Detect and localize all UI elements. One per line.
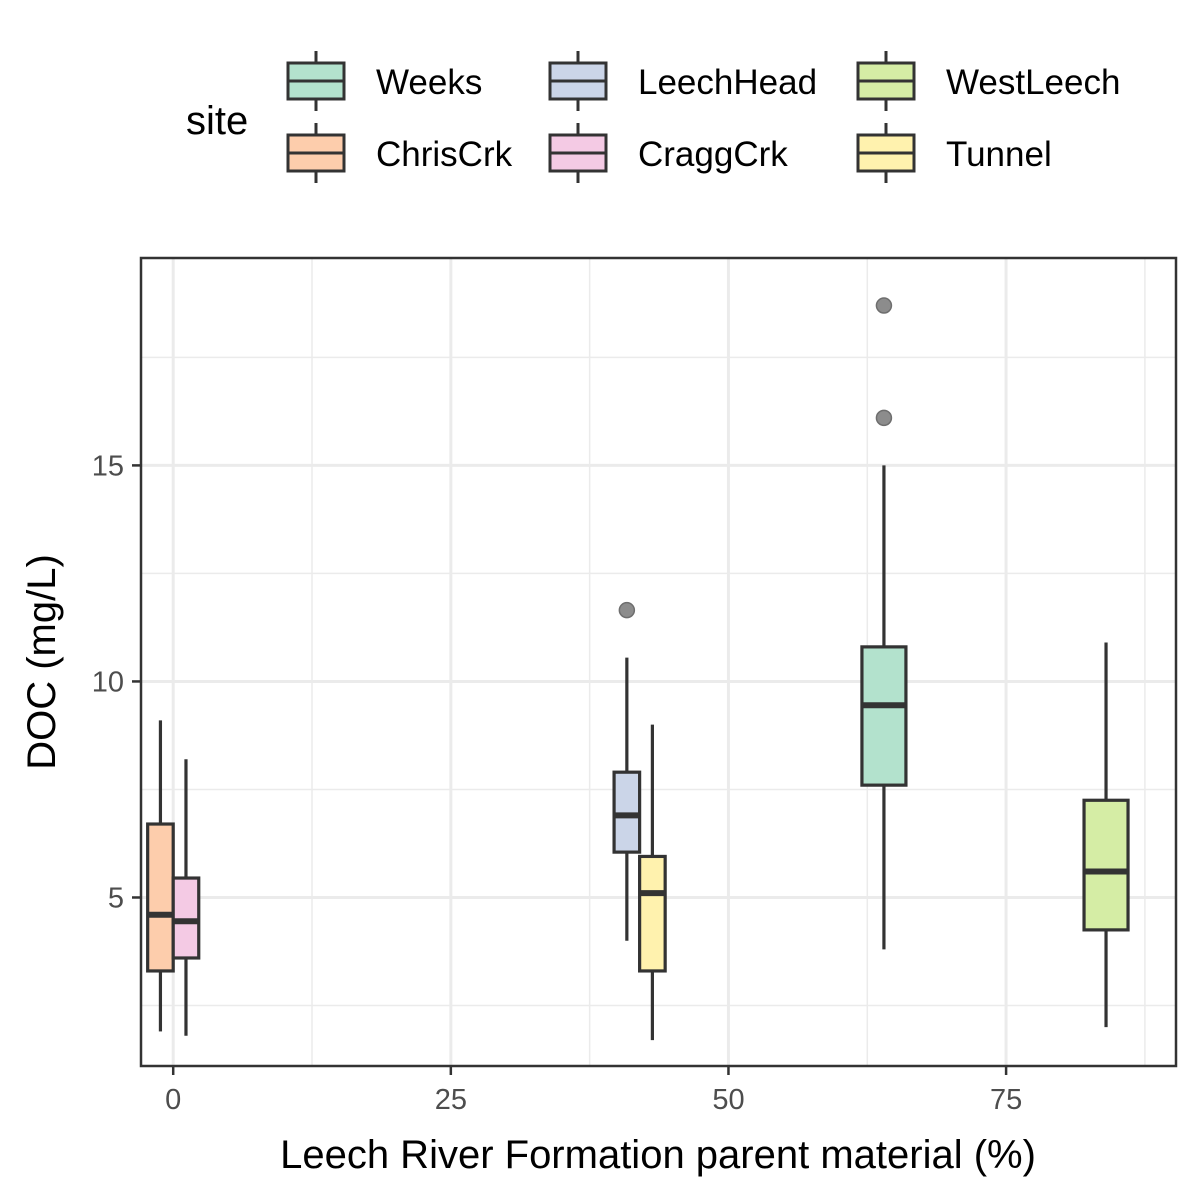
x-axis-title: Leech River Formation parent material (%…	[280, 1133, 1036, 1177]
outlier-point	[875, 297, 893, 314]
box-body	[638, 854, 667, 973]
legend-key-CraggCrk: CraggCrk	[548, 123, 788, 183]
y-axis-title: DOC (mg/L)	[20, 554, 64, 770]
box-WestLeech	[1082, 642, 1130, 1028]
legend-label: WestLeech	[946, 63, 1120, 102]
legend-key-WestLeech: WestLeech	[856, 51, 1120, 111]
y-tick-label: 10	[92, 666, 124, 698]
legend-label: Tunnel	[946, 135, 1052, 174]
outlier-point	[875, 409, 893, 427]
x-tick-label: 0	[165, 1084, 181, 1116]
plot-area: 5 10 15 0 25 50 75	[92, 256, 1178, 1116]
legend-label: ChrisCrk	[376, 135, 513, 174]
x-tick-label: 50	[712, 1084, 744, 1116]
outlier-point	[618, 601, 636, 619]
box-Weeks	[860, 297, 908, 950]
legend-label: LeechHead	[638, 63, 817, 102]
legend-title: site	[186, 99, 248, 143]
box-body	[1082, 798, 1130, 932]
legend-key-LeechHead: LeechHead	[548, 51, 817, 111]
legend-key-ChrisCrk: ChrisCrk	[286, 123, 513, 183]
legend-label: Weeks	[376, 63, 482, 102]
x-tick-label: 25	[435, 1084, 467, 1116]
box-body	[612, 770, 642, 854]
x-tick-label: 75	[990, 1084, 1022, 1116]
legend: site Weeks LeechHead WestLeech ChrisCrk Crag…	[186, 51, 1120, 183]
box-LeechHead	[612, 601, 642, 941]
box-body	[146, 822, 175, 973]
box-CraggCrk	[171, 759, 201, 1036]
panel-border	[139, 256, 1178, 1068]
legend-key-Tunnel: Tunnel	[856, 123, 1052, 183]
y-tick-label: 5	[108, 882, 124, 914]
legend-key-Weeks: Weeks	[286, 51, 482, 111]
legend-label: CraggCrk	[638, 135, 788, 174]
box-body	[171, 876, 201, 960]
box-body	[860, 645, 908, 787]
box-Tunnel	[638, 724, 667, 1041]
y-tick-label: 15	[92, 450, 124, 482]
box-ChrisCrk	[146, 720, 175, 1032]
